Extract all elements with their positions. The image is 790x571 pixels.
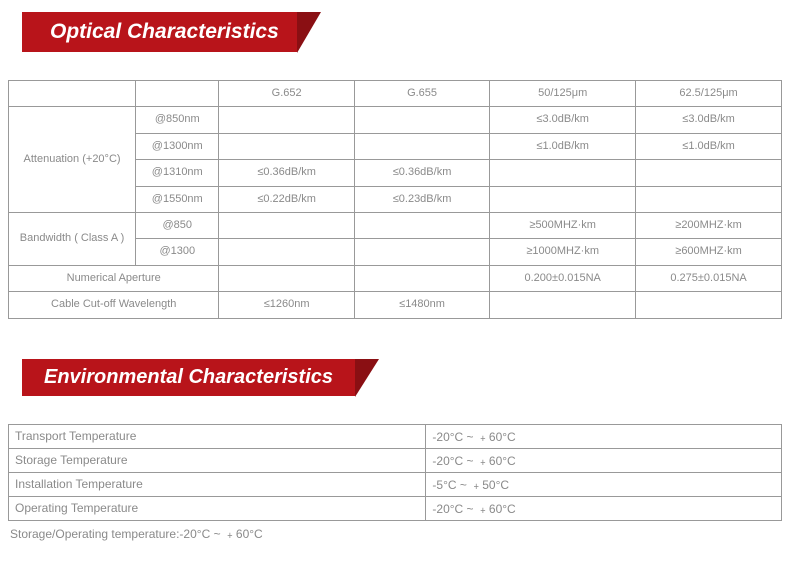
cell (636, 186, 782, 212)
th-625-125: 62.5/125μm (636, 81, 782, 107)
sub-850nm: @850nm (136, 107, 219, 133)
cell (219, 133, 354, 159)
table-row: Transport Temperature -20°C ~ ﹢60°C (9, 424, 782, 448)
cell: ≤3.0dB/km (490, 107, 636, 133)
cell: ≤3.0dB/km (636, 107, 782, 133)
cell (636, 292, 782, 318)
table-row: Cable Cut-off Wavelength ≤1260nm ≤1480nm (9, 292, 782, 318)
table-row: Bandwidth ( Class A ) @850 ≥500MHZ·km ≥2… (9, 212, 782, 238)
cell (219, 107, 354, 133)
cell (354, 107, 489, 133)
cell (490, 160, 636, 186)
th-50-125: 50/125μm (490, 81, 636, 107)
cell: ≤1.0dB/km (636, 133, 782, 159)
section-title: Environmental Characteristics (22, 359, 355, 396)
th-blank2 (136, 81, 219, 107)
cell: ≤1.0dB/km (490, 133, 636, 159)
row-label-attenuation: Attenuation (+20°C) (9, 107, 136, 213)
table-row: Installation Temperature -5°C ~ ﹢50°C (9, 472, 782, 496)
cell: ≤1480nm (354, 292, 489, 318)
section-header-optical: Optical Characteristics (22, 12, 297, 52)
cell (354, 239, 489, 265)
env-value: -20°C ~ ﹢60°C (426, 424, 782, 448)
th-g652: G.652 (219, 81, 354, 107)
cell: ≥600MHZ·km (636, 239, 782, 265)
table-row: Operating Temperature -20°C ~ ﹢60°C (9, 496, 782, 520)
sub-1550nm: @1550nm (136, 186, 219, 212)
sub-1310nm: @1310nm (136, 160, 219, 186)
optical-characteristics-table: G.652 G.655 50/125μm 62.5/125μm Attenuat… (8, 80, 782, 319)
env-value: -20°C ~ ﹢60°C (426, 448, 782, 472)
table-row: Numerical Aperture 0.200±0.015NA 0.275±0… (9, 265, 782, 291)
cell: ≥1000MHZ·km (490, 239, 636, 265)
cell: 0.275±0.015NA (636, 265, 782, 291)
cell: ≥500MHZ·km (490, 212, 636, 238)
section-title: Optical Characteristics (22, 12, 297, 52)
env-label: Operating Temperature (9, 496, 426, 520)
section-header-environmental: Environmental Characteristics (22, 359, 355, 396)
footnote: Storage/Operating temperature:-20°C ~ ﹢6… (8, 521, 782, 542)
cell: ≥200MHZ·km (636, 212, 782, 238)
table-header-row: G.652 G.655 50/125μm 62.5/125μm (9, 81, 782, 107)
cell (354, 265, 489, 291)
cell (636, 160, 782, 186)
table-row: Storage Temperature -20°C ~ ﹢60°C (9, 448, 782, 472)
cell (219, 212, 354, 238)
cell: 0.200±0.015NA (490, 265, 636, 291)
table-row: Attenuation (+20°C) @850nm ≤3.0dB/km ≤3.… (9, 107, 782, 133)
env-value: -5°C ~ ﹢50°C (426, 472, 782, 496)
sub-1300nm: @1300nm (136, 133, 219, 159)
cell (219, 239, 354, 265)
cell: ≤0.22dB/km (219, 186, 354, 212)
cell (354, 212, 489, 238)
sub-1300: @1300 (136, 239, 219, 265)
sub-850: @850 (136, 212, 219, 238)
cell: ≤0.23dB/km (354, 186, 489, 212)
cell (490, 186, 636, 212)
env-label: Storage Temperature (9, 448, 426, 472)
env-label: Installation Temperature (9, 472, 426, 496)
th-g655: G.655 (354, 81, 489, 107)
cell: ≤0.36dB/km (219, 160, 354, 186)
row-label-na: Numerical Aperture (9, 265, 219, 291)
cell (354, 133, 489, 159)
cell: ≤1260nm (219, 292, 354, 318)
env-label: Transport Temperature (9, 424, 426, 448)
row-label-cutoff: Cable Cut-off Wavelength (9, 292, 219, 318)
cell: ≤0.36dB/km (354, 160, 489, 186)
cell (219, 265, 354, 291)
environmental-characteristics-table: Transport Temperature -20°C ~ ﹢60°C Stor… (8, 424, 782, 521)
env-value: -20°C ~ ﹢60°C (426, 496, 782, 520)
cell (490, 292, 636, 318)
th-blank1 (9, 81, 136, 107)
row-label-bandwidth: Bandwidth ( Class A ) (9, 212, 136, 265)
